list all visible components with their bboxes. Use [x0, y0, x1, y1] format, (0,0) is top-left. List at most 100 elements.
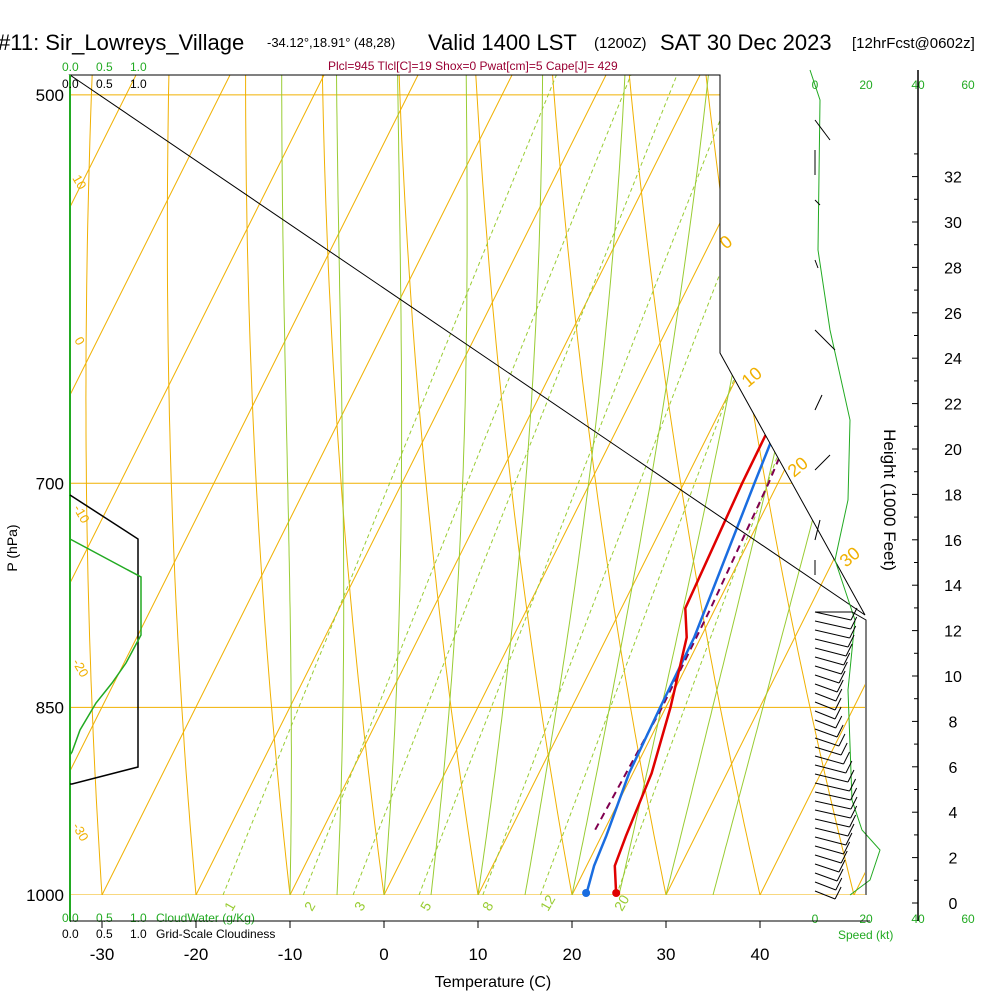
wind-barb-flag — [834, 886, 842, 900]
moist-adiabat — [477, 75, 546, 895]
wind-barb — [814, 620, 851, 630]
height-tick-label: 30 — [944, 215, 962, 232]
dry-adiabat — [463, 75, 573, 895]
wind-barb — [814, 638, 849, 648]
wind-barb — [814, 800, 852, 810]
wind-barb-flag — [840, 850, 848, 864]
isotherm — [289, 75, 701, 895]
wind-barb — [814, 674, 840, 684]
wind-speed-top-label: 60 — [961, 78, 975, 92]
wind-barb-flag — [850, 805, 858, 819]
dry-adiabat-label: 0 — [716, 231, 737, 253]
cloud-panel: 0.0 0.0 0.5 0.5 1.0 1.0 0.0 0.0 0.5 0.5 1.0 1.0 Clou… — [62, 60, 275, 941]
height-tick-label: 24 — [944, 351, 962, 368]
wind-speed-bottom-label: 20 — [859, 912, 873, 926]
dry-adiabat — [70, 75, 99, 895]
mixing-ratio-line — [352, 75, 773, 895]
cloud-water-curve — [69, 538, 142, 756]
wind-barb — [814, 818, 850, 828]
cloud-water-top-label: 0.0 — [62, 60, 79, 74]
wind-barb-flag — [834, 706, 842, 720]
wind-barb-flag — [838, 670, 846, 684]
pressure-tick-label: 700 — [36, 474, 64, 493]
mixing-ratio-label: 8 — [479, 899, 497, 914]
temperature-tick-label: -30 — [90, 945, 115, 964]
wind-barb-flag — [835, 688, 843, 702]
surface-dewpoint-dot — [582, 889, 591, 897]
wind-barb — [814, 329, 836, 351]
wind-barb-flag — [835, 715, 843, 729]
station-coords: -34.12°,18.91° (48,28) — [267, 35, 395, 50]
wind-barb-flag — [850, 796, 858, 810]
wind-speed-curve — [809, 69, 881, 896]
wind-barb-flag — [845, 832, 853, 846]
wind-barb — [814, 394, 823, 411]
isotherm — [853, 75, 865, 895]
wind-barb-flag — [849, 778, 857, 792]
wind-speed-bottom-label: 60 — [961, 912, 975, 926]
wind-barb — [814, 692, 837, 702]
wind-barb — [814, 199, 821, 206]
valid-time: Valid 1400 LST — [428, 30, 577, 55]
isotherm — [70, 75, 231, 895]
dry-adiabat-label: 30 — [836, 543, 864, 571]
wind-barb — [814, 259, 819, 269]
wind-barb-flag — [834, 697, 842, 711]
height-axis-label: Height (1000 Feet) — [880, 429, 899, 571]
plot-area — [70, 75, 865, 895]
moist-adiabat — [281, 75, 315, 895]
dry-adiabat-label: 20 — [784, 453, 812, 481]
wind-speed-top-label: 20 — [859, 78, 873, 92]
wind-barb — [814, 791, 851, 801]
height-tick-label: 6 — [949, 760, 958, 777]
pressure-tick-label: 500 — [36, 86, 64, 105]
height-tick-label: 28 — [944, 260, 962, 277]
wind-barb — [814, 782, 850, 792]
wind-barb-flag — [849, 814, 857, 828]
cloud-water-top-label: 0.5 — [96, 60, 113, 74]
temperature-tick-label: -20 — [184, 945, 209, 964]
pressure-axis: 2503004005007008501000 — [26, 86, 64, 905]
wind-barb — [814, 863, 840, 873]
isotherm — [70, 75, 325, 895]
isotherm — [571, 75, 865, 895]
wind-barb — [814, 854, 842, 864]
cloud-water-top-label: 1.0 — [130, 60, 147, 74]
dry-adiabat — [596, 75, 761, 895]
isotherm — [477, 75, 865, 895]
wind-barb — [814, 890, 836, 900]
moist-adiabat — [524, 75, 634, 895]
wind-barb-flag — [836, 868, 844, 882]
wind-barb — [814, 737, 840, 747]
utc-time: (1200Z) — [594, 35, 647, 52]
isotherm-label: -30 — [69, 820, 91, 844]
wind-barb — [814, 647, 847, 657]
height-tick-label: 14 — [944, 578, 962, 595]
moist-adiabat — [335, 75, 361, 895]
y-axis-label: P (hPa) — [4, 524, 20, 571]
height-tick-label: 8 — [949, 714, 958, 731]
isotherm — [101, 75, 513, 895]
temperature-tick-label: 0 — [379, 945, 388, 964]
dry-adiabat — [393, 75, 479, 895]
forecast-label: [12hrFcst@0602z] — [852, 35, 975, 52]
moist-adiabat — [430, 75, 474, 895]
isotherm-label: -20 — [69, 656, 91, 680]
wind-barb — [814, 519, 821, 541]
mixing-ratio-line — [418, 75, 833, 895]
wind-barb — [814, 881, 836, 891]
wind-barb-flag — [849, 625, 857, 639]
height-tick-label: 32 — [944, 170, 962, 187]
isotherm-label: -10 — [70, 502, 92, 526]
cloudiness-curve — [69, 494, 139, 785]
dry-adiabat — [166, 75, 224, 895]
wind-barb — [814, 701, 836, 711]
wind-barb — [814, 728, 838, 738]
dry-adiabat — [320, 75, 385, 895]
mixing-ratio-label: 5 — [417, 899, 435, 914]
cloud-water-title: CloudWater (g/Kg) — [156, 911, 255, 925]
cloud-water-bottom-label: 0.5 — [96, 911, 113, 925]
height-tick-label: 4 — [949, 805, 958, 822]
